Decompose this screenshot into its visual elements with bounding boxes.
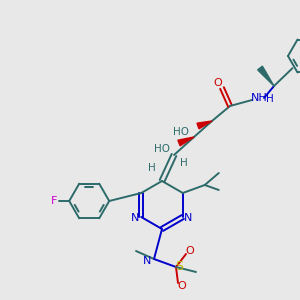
Text: H: H [148,163,156,173]
Text: S: S [175,260,183,274]
Text: N: N [184,213,192,223]
Text: O: O [214,78,222,88]
Text: HO: HO [154,144,170,154]
Text: O: O [178,281,186,291]
Text: N: N [143,256,151,266]
Text: F: F [51,196,57,206]
Text: HO: HO [173,127,189,137]
Text: O: O [186,246,194,256]
Polygon shape [197,121,212,129]
Text: H: H [266,94,274,104]
Polygon shape [258,66,274,86]
Text: NH: NH [250,93,267,103]
Polygon shape [178,137,194,146]
Text: H: H [180,158,188,168]
Text: N: N [131,213,140,223]
